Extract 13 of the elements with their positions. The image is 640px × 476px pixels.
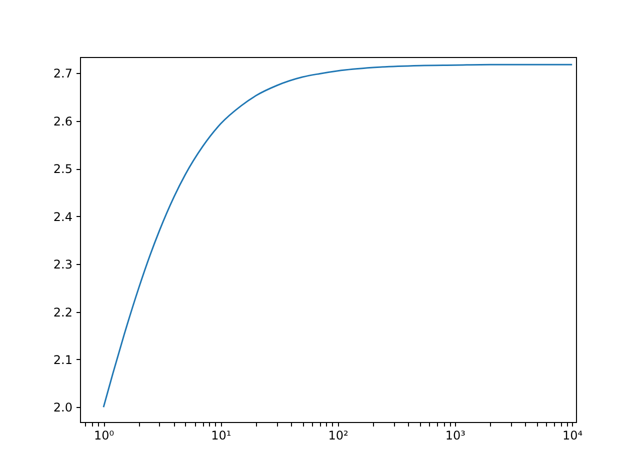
x-tick-label: 10⁰: [94, 428, 114, 442]
x-tick-label: 10³: [445, 428, 466, 442]
y-tick-label: 2.3: [53, 258, 72, 272]
x-tick-label: 10²: [328, 428, 349, 442]
y-tick-label: 2.5: [53, 162, 72, 176]
x-tick-label: 10¹: [211, 428, 232, 442]
y-tick-label: 2.0: [53, 400, 72, 415]
x-tick-label: 10⁴: [562, 428, 583, 442]
y-tick-label: 2.7: [53, 66, 72, 81]
y-tick-label: 2.4: [53, 210, 72, 224]
y-tick-label: 2.2: [53, 305, 72, 320]
y-tick-label: 2.6: [53, 114, 72, 128]
y-tick-label: 2.1: [53, 352, 72, 367]
